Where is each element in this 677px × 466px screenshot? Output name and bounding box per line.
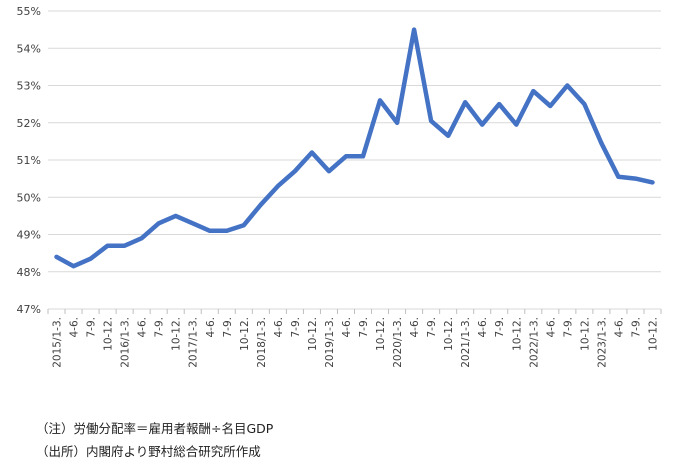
x-tick-label: 10-12. xyxy=(103,317,115,351)
y-tick-label: 53% xyxy=(17,80,41,93)
x-tick-label: 4-6. xyxy=(137,317,149,338)
gridlines xyxy=(48,10,661,310)
x-tick-label: 7-9. xyxy=(290,317,302,338)
note-definition: （注）労働分配率＝雇用者報酬÷名目GDP xyxy=(36,421,274,436)
x-tick-label: 2019/1-3. xyxy=(324,317,336,368)
x-tick-label: 10-12. xyxy=(375,317,387,351)
x-tick-label: 7-9. xyxy=(630,317,642,338)
x-tick-label: 10-12. xyxy=(443,317,455,351)
x-tick-label: 7-9. xyxy=(358,317,370,338)
x-tick-label: 10-12. xyxy=(647,317,659,351)
x-tick-label: 10-12. xyxy=(171,317,183,351)
y-tick-label: 49% xyxy=(17,229,41,242)
x-tick-label: 7-9. xyxy=(222,317,234,338)
x-tick-label: 4-6. xyxy=(409,317,421,338)
x-tick-label: 2023/1-3. xyxy=(596,317,608,368)
x-tick-label: 7-9. xyxy=(562,317,574,338)
x-tick-label: 10-12. xyxy=(579,317,591,351)
x-tick-label: 2018/1-3. xyxy=(256,317,268,368)
y-axis-ticks: 47% 48% 49% 50% 51% 52% 53% 54% 55% xyxy=(17,5,41,316)
y-tick-label: 55% xyxy=(17,5,41,18)
series-line-labor-share xyxy=(54,27,655,269)
x-tick-label: 10-12. xyxy=(239,317,251,351)
x-tick-label: 7-9. xyxy=(86,317,98,338)
note-source: （出所）内閣府より野村総合研究所作成 xyxy=(36,444,261,459)
x-tick-label: 10-12. xyxy=(511,317,523,351)
x-tick-label: 4-6. xyxy=(545,317,557,338)
x-tick-label: 7-9. xyxy=(154,317,166,338)
y-tick-label: 50% xyxy=(17,191,41,204)
y-tick-label: 48% xyxy=(17,266,41,279)
x-tick-label: 4-6. xyxy=(273,317,285,338)
x-tick-label: 2020/1-3. xyxy=(392,317,404,368)
y-tick-label: 54% xyxy=(17,42,41,55)
y-tick-label: 52% xyxy=(17,117,41,130)
y-tick-label: 51% xyxy=(17,154,41,167)
x-tick-label: 4-6. xyxy=(613,317,625,338)
x-tick-label: 2021/1-3. xyxy=(460,317,472,368)
x-axis-ticks: 2015/1-3. 4-6. 7-9. 10-12. 2016/1-3. 4-6. 7-9.… xyxy=(47,309,662,368)
x-tick-label: 2015/1-3. xyxy=(52,317,64,368)
x-tick-label: 4-6. xyxy=(341,317,353,338)
line-chart: 47% 48% 49% 50% 51% 52% 53% 54% 55% 2015/1-3. 4-6… xyxy=(17,5,662,368)
x-tick-label: 4-6. xyxy=(205,317,217,338)
x-tick-label: 2016/1-3. xyxy=(120,317,132,368)
x-tick-label: 4-6. xyxy=(477,317,489,338)
y-tick-label: 47% xyxy=(17,303,41,316)
x-tick-label: 4-6. xyxy=(69,317,81,338)
x-tick-label: 7-9. xyxy=(494,317,506,338)
x-tick-label: 7-9. xyxy=(426,317,438,338)
x-tick-label: 2017/1-3. xyxy=(188,317,200,368)
x-tick-label: 2022/1-3. xyxy=(528,317,540,368)
x-tick-label: 10-12. xyxy=(307,317,319,351)
